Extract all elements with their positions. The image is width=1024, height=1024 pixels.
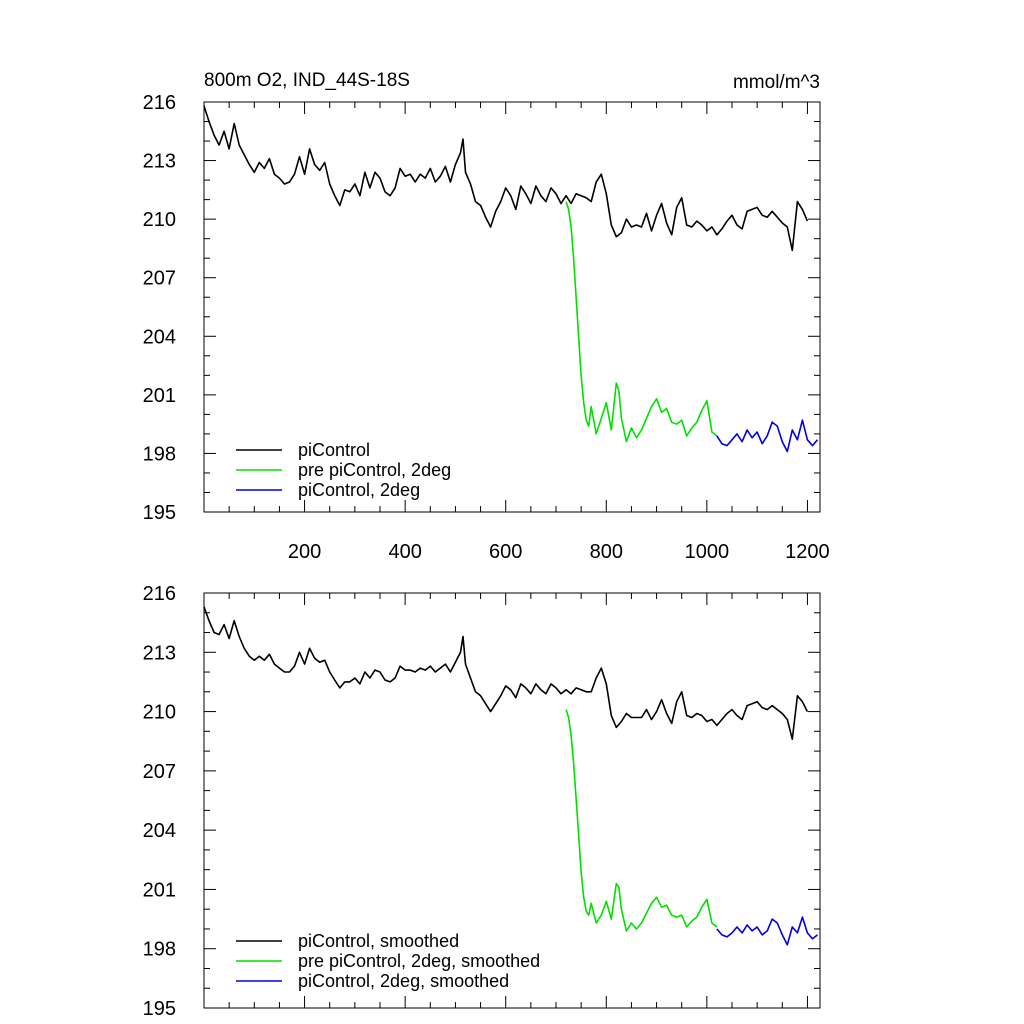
y-tick-label: 198 (143, 939, 176, 961)
units-label: mmol/m^3 (733, 72, 820, 93)
y-tick-label: 207 (143, 268, 176, 290)
y-tick-label: 210 (143, 702, 176, 724)
series-line-1 (565, 709, 718, 932)
x-tick-label: 400 (388, 541, 421, 563)
top-axes: 195 198 201 204 207 210 213 216 200 400 600 800 1000… (143, 92, 830, 563)
x-tick-label: 800 (590, 541, 623, 563)
bottom-panel: 195 198 201 204 207 210 213 216 piControl, smoo… (143, 583, 821, 1020)
series-line-1 (565, 201, 718, 443)
y-tick-label: 210 (143, 209, 176, 231)
y-tick-label: 213 (143, 151, 176, 173)
series-line-2 (716, 916, 818, 946)
series-line-0 (203, 105, 809, 252)
top-plot-frame (203, 101, 821, 513)
legend-label: pre piControl, 2deg, smoothed (298, 951, 540, 971)
chart-title: 800m O2, IND_44S-18S (204, 70, 410, 91)
series-line-2 (716, 419, 819, 453)
y-tick-label: 207 (143, 761, 176, 783)
y-tick-label: 204 (143, 326, 176, 348)
y-tick-label: 201 (143, 385, 176, 407)
top-panel: 800m O2, IND_44S-18S mmol/m^3 195 198 201 2… (143, 70, 830, 563)
x-tick-label: 1200 (785, 541, 830, 563)
bottom-axes: 195 198 201 204 207 210 213 216 (143, 583, 820, 1020)
y-tick-label: 216 (143, 583, 176, 605)
bottom-series (203, 606, 818, 946)
y-tick-label: 204 (143, 820, 176, 842)
legend-label: piControl, 2deg (298, 480, 420, 500)
series-line-0 (203, 606, 809, 741)
legend-label: pre piControl, 2deg (298, 460, 451, 480)
y-tick-label: 195 (143, 998, 176, 1020)
y-tick-label: 216 (143, 92, 176, 114)
y-tick-label: 198 (143, 443, 176, 465)
legend-label: piControl (298, 440, 370, 460)
legend-label: piControl, smoothed (298, 931, 459, 951)
top-series (203, 105, 819, 453)
x-tick-label: 600 (489, 541, 522, 563)
bottom-plot-frame (203, 592, 821, 1009)
x-tick-label: 1000 (685, 541, 730, 563)
y-tick-label: 195 (143, 502, 176, 524)
y-tick-label: 201 (143, 879, 176, 901)
x-tick-label: 200 (288, 541, 321, 563)
y-tick-label: 213 (143, 642, 176, 664)
legend-label: piControl, 2deg, smoothed (298, 971, 509, 991)
